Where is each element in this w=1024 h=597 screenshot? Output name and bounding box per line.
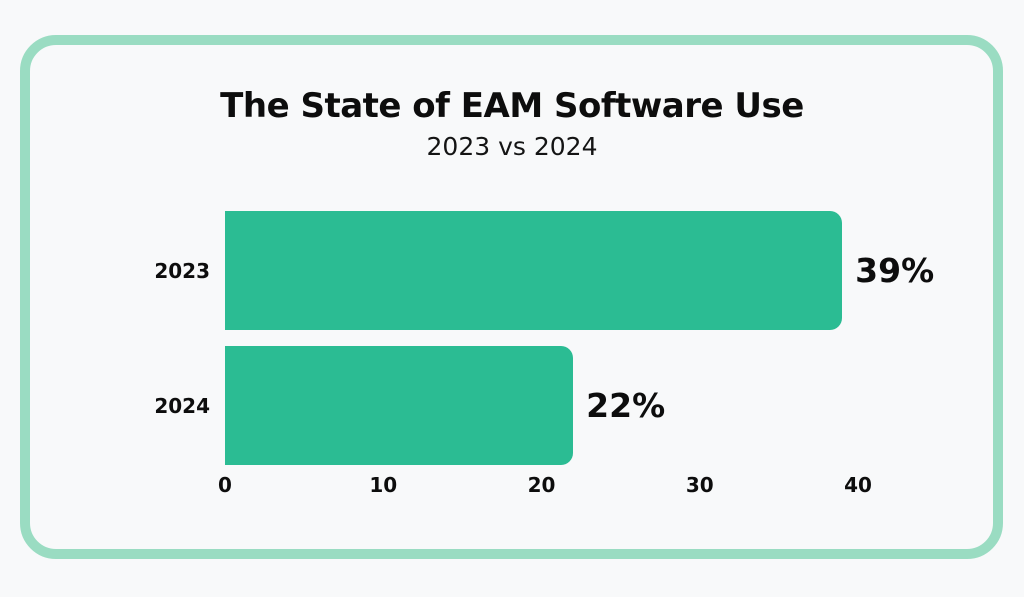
x-tick-30: 30	[685, 473, 714, 497]
x-tick-40: 40	[844, 473, 872, 497]
chart-title: The State of EAM Software Use	[220, 86, 804, 126]
bar-2023	[225, 211, 843, 330]
bar-row-2024: 2024 22%	[0, 346, 858, 465]
bar-track: 22%	[225, 346, 858, 465]
x-tick-0: 0	[218, 473, 232, 497]
x-tick-10: 10	[369, 473, 398, 497]
category-label-2024: 2024	[154, 393, 210, 418]
bar-row-2023: 2023 39%	[0, 211, 934, 330]
category-label-2023: 2023	[154, 258, 210, 283]
chart-subtitle: 2023 vs 2024	[426, 132, 598, 161]
x-tick-20: 20	[527, 473, 556, 497]
bar-2024	[225, 346, 574, 465]
bar-track: 39%	[225, 211, 934, 330]
value-label-2023: 39%	[855, 251, 935, 290]
value-label-2024: 22%	[586, 386, 666, 425]
x-axis: 0 10 20 30 40	[218, 473, 872, 499]
